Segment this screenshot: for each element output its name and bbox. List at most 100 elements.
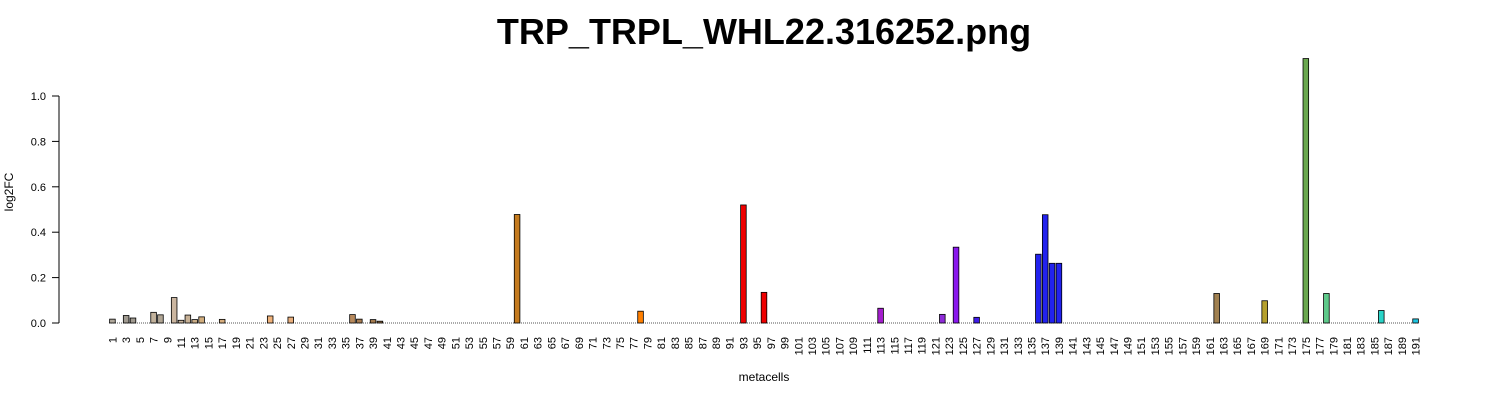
x-tick-label: 113 xyxy=(876,337,888,355)
y-tick-label: 0.2 xyxy=(31,273,46,285)
x-tick-label: 3 xyxy=(121,337,133,343)
x-tick-label: 65 xyxy=(546,337,558,349)
x-tick-label: 157 xyxy=(1177,337,1189,355)
bar-metacell-24 xyxy=(266,315,274,324)
x-tick-label: 105 xyxy=(821,337,833,355)
x-tick-label: 191 xyxy=(1411,337,1423,355)
x-tick-label: 131 xyxy=(999,337,1011,355)
chart-title: TRP_TRPL_WHL22.316252.png xyxy=(497,11,1031,52)
x-tick-label: 159 xyxy=(1191,337,1203,355)
x-tick-label: 69 xyxy=(574,337,586,349)
x-tick-label: 51 xyxy=(450,337,462,349)
x-tick-label: 153 xyxy=(1150,337,1162,355)
bar-metacell-136 xyxy=(1035,253,1042,324)
x-tick-label: 129 xyxy=(985,337,997,355)
x-tick-label: 57 xyxy=(492,337,504,349)
bar-metacell-178 xyxy=(1323,293,1330,324)
x-tick-label: 97 xyxy=(766,337,778,349)
bars-group xyxy=(109,58,1419,324)
x-tick-label: 67 xyxy=(560,337,572,349)
bar-metacell-14 xyxy=(198,316,205,324)
x-tick-label: 173 xyxy=(1287,337,1299,355)
x-tick-label: 47 xyxy=(423,337,435,349)
bar-metacell-1 xyxy=(109,318,116,324)
x-tick-label: 75 xyxy=(615,337,627,349)
x-tick-label: 95 xyxy=(752,337,764,349)
x-tick-label: 139 xyxy=(1054,337,1066,355)
x-tick-label: 115 xyxy=(889,337,901,355)
x-tick-label: 19 xyxy=(231,337,243,349)
bar-metacell-127 xyxy=(973,316,980,324)
x-tick-label: 35 xyxy=(341,337,353,349)
x-tick-label: 93 xyxy=(738,337,750,349)
y-tick-label: 0.6 xyxy=(31,182,46,194)
bar-metacell-3 xyxy=(122,315,130,324)
bar-metacell-78 xyxy=(637,310,644,324)
x-tick-label: 87 xyxy=(697,337,709,349)
x-tick-label: 103 xyxy=(807,337,819,355)
x-tick-label: 109 xyxy=(848,337,860,355)
bar-metacell-17 xyxy=(218,318,226,324)
bar-metacell-137 xyxy=(1041,214,1049,324)
x-tick-label: 187 xyxy=(1383,337,1395,355)
x-tick-label: 77 xyxy=(629,337,641,349)
bar-metacell-36 xyxy=(349,314,356,324)
x-tick-label: 163 xyxy=(1219,337,1231,355)
x-tick-label: 143 xyxy=(1081,337,1093,355)
bar-metacell-12 xyxy=(184,314,192,324)
x-tick-label: 107 xyxy=(834,337,846,355)
bar-metacell-60 xyxy=(513,214,521,324)
x-axis-ticks: 1 3 5 7 9 11 13 15 17 19 21 23 25 27 29 31 33 35 37 39 41 43 4… xyxy=(107,337,1422,355)
bar-metacell-113 xyxy=(877,307,884,324)
x-tick-label: 89 xyxy=(711,337,723,349)
x-tick-label: 15 xyxy=(204,337,216,349)
x-tick-label: 71 xyxy=(588,337,600,349)
bar-metacell-8 xyxy=(157,314,164,324)
bar-metacell-7 xyxy=(150,311,157,324)
x-tick-label: 37 xyxy=(354,337,366,349)
x-tick-label: 183 xyxy=(1356,337,1368,355)
x-tick-label: 161 xyxy=(1205,337,1217,355)
x-tick-label: 175 xyxy=(1301,337,1313,355)
x-tick-label: 167 xyxy=(1246,337,1258,355)
x-tick-label: 31 xyxy=(313,337,325,349)
y-axis: 0.0 0.2 0.4 0.6 0.8 1.0 xyxy=(31,91,60,330)
x-tick-label: 121 xyxy=(931,337,943,355)
x-tick-label: 17 xyxy=(217,337,229,349)
bar-metacell-191 xyxy=(1412,318,1419,324)
x-tick-label: 29 xyxy=(300,337,312,349)
x-tick-label: 21 xyxy=(245,337,257,349)
bar-metacell-169 xyxy=(1261,300,1268,324)
x-tick-label: 141 xyxy=(1068,337,1080,355)
x-tick-label: 25 xyxy=(272,337,284,349)
x-tick-label: 73 xyxy=(601,337,613,349)
bar-metacell-162 xyxy=(1213,293,1220,324)
x-tick-label: 43 xyxy=(396,337,408,349)
x-tick-label: 179 xyxy=(1328,337,1340,355)
x-tick-label: 145 xyxy=(1095,337,1107,355)
y-tick-label: 0.4 xyxy=(31,227,46,239)
x-tick-label: 7 xyxy=(149,337,161,343)
x-tick-label: 119 xyxy=(917,337,929,355)
bar-metacell-186 xyxy=(1378,310,1385,324)
x-tick-label: 133 xyxy=(1013,337,1025,355)
x-tick-label: 117 xyxy=(903,337,915,355)
x-tick-label: 1 xyxy=(107,337,119,343)
x-tick-label: 63 xyxy=(533,337,545,349)
x-tick-label: 59 xyxy=(505,337,517,349)
x-tick-label: 79 xyxy=(642,337,654,349)
bar-metacell-96 xyxy=(760,291,768,324)
x-tick-label: 53 xyxy=(464,337,476,349)
x-tick-label: 11 xyxy=(176,337,188,348)
x-tick-label: 13 xyxy=(190,337,202,349)
bar-metacell-138 xyxy=(1048,262,1056,324)
x-tick-label: 149 xyxy=(1123,337,1135,355)
x-tick-label: 137 xyxy=(1040,337,1052,355)
bar-metacell-122 xyxy=(939,313,946,324)
bar-metacell-13 xyxy=(191,319,198,324)
x-tick-label: 165 xyxy=(1232,337,1244,355)
x-tick-label: 85 xyxy=(684,337,696,349)
x-tick-label: 99 xyxy=(780,337,792,349)
x-tick-label: 23 xyxy=(258,337,270,349)
x-tick-label: 127 xyxy=(972,337,984,355)
